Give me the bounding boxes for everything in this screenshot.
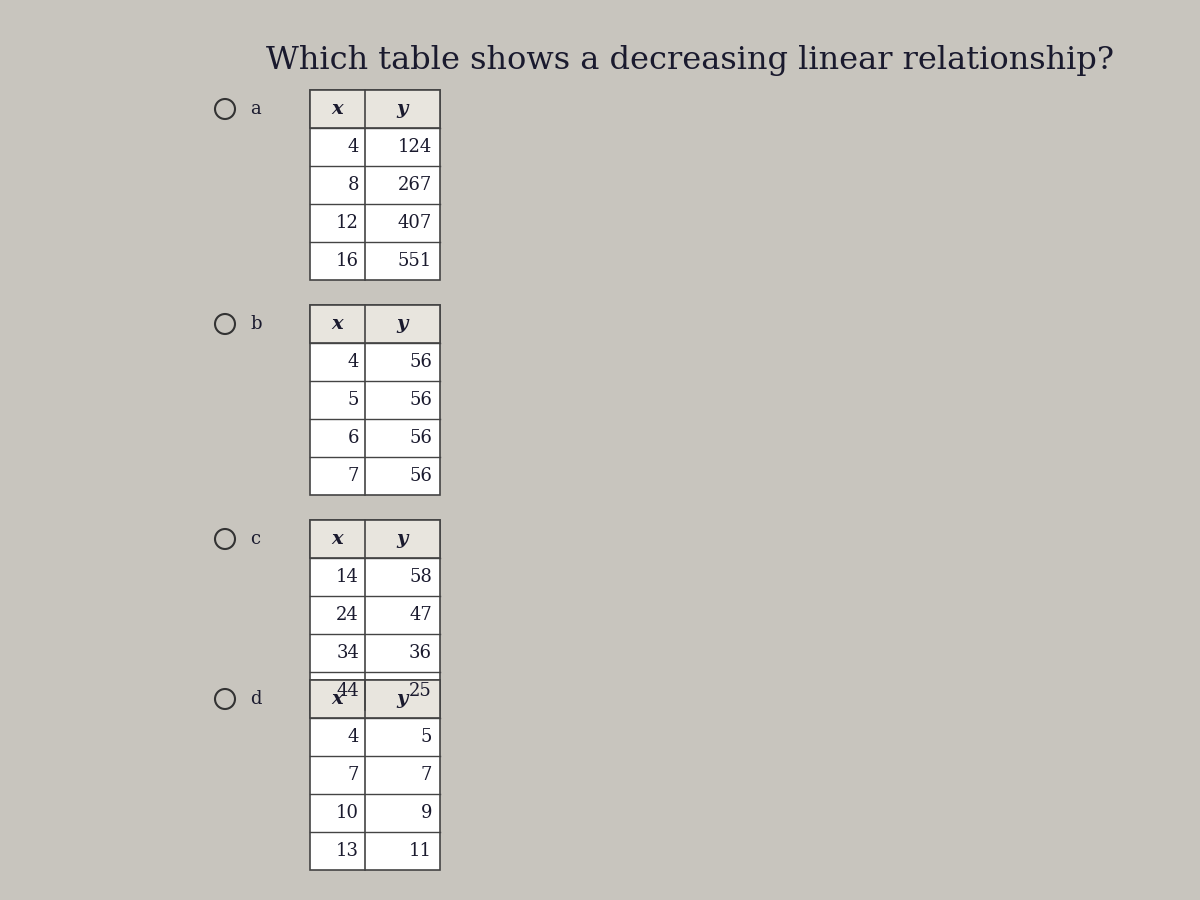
Bar xyxy=(310,90,440,128)
Text: 34: 34 xyxy=(336,644,359,662)
Bar xyxy=(310,90,440,280)
Text: 14: 14 xyxy=(336,568,359,586)
Text: 407: 407 xyxy=(397,214,432,232)
Bar xyxy=(310,305,440,343)
Text: 24: 24 xyxy=(336,606,359,624)
Text: 56: 56 xyxy=(409,429,432,447)
Bar xyxy=(310,680,440,870)
Text: y: y xyxy=(397,690,408,708)
Text: 44: 44 xyxy=(336,682,359,700)
Text: 124: 124 xyxy=(397,138,432,156)
Text: y: y xyxy=(397,100,408,118)
Text: 56: 56 xyxy=(409,467,432,485)
Text: 56: 56 xyxy=(409,353,432,371)
Text: 56: 56 xyxy=(409,391,432,409)
Text: b: b xyxy=(250,315,262,333)
Text: y: y xyxy=(397,530,408,548)
Bar xyxy=(310,520,440,710)
Bar xyxy=(310,680,440,718)
Text: 25: 25 xyxy=(409,682,432,700)
Text: c: c xyxy=(250,530,260,548)
Text: x: x xyxy=(331,315,343,333)
Text: a: a xyxy=(250,100,260,118)
Text: 7: 7 xyxy=(348,467,359,485)
Bar xyxy=(310,520,440,558)
Text: 7: 7 xyxy=(348,766,359,784)
Text: 267: 267 xyxy=(397,176,432,194)
Text: 13: 13 xyxy=(336,842,359,860)
Text: 16: 16 xyxy=(336,252,359,270)
Text: 8: 8 xyxy=(348,176,359,194)
Text: d: d xyxy=(250,690,262,708)
Text: 5: 5 xyxy=(421,728,432,746)
Text: 58: 58 xyxy=(409,568,432,586)
Text: 7: 7 xyxy=(421,766,432,784)
Bar xyxy=(310,305,440,495)
Text: x: x xyxy=(331,690,343,708)
Text: 4: 4 xyxy=(348,728,359,746)
Text: x: x xyxy=(331,100,343,118)
Text: 11: 11 xyxy=(409,842,432,860)
Text: 9: 9 xyxy=(420,804,432,822)
Text: 12: 12 xyxy=(336,214,359,232)
Text: Which table shows a decreasing linear relationship?: Which table shows a decreasing linear re… xyxy=(266,45,1114,76)
Text: 4: 4 xyxy=(348,353,359,371)
Text: 5: 5 xyxy=(348,391,359,409)
Text: 36: 36 xyxy=(409,644,432,662)
Text: 10: 10 xyxy=(336,804,359,822)
Text: 4: 4 xyxy=(348,138,359,156)
Text: 47: 47 xyxy=(409,606,432,624)
Text: y: y xyxy=(397,315,408,333)
Text: 551: 551 xyxy=(397,252,432,270)
Text: 6: 6 xyxy=(348,429,359,447)
Text: x: x xyxy=(331,530,343,548)
